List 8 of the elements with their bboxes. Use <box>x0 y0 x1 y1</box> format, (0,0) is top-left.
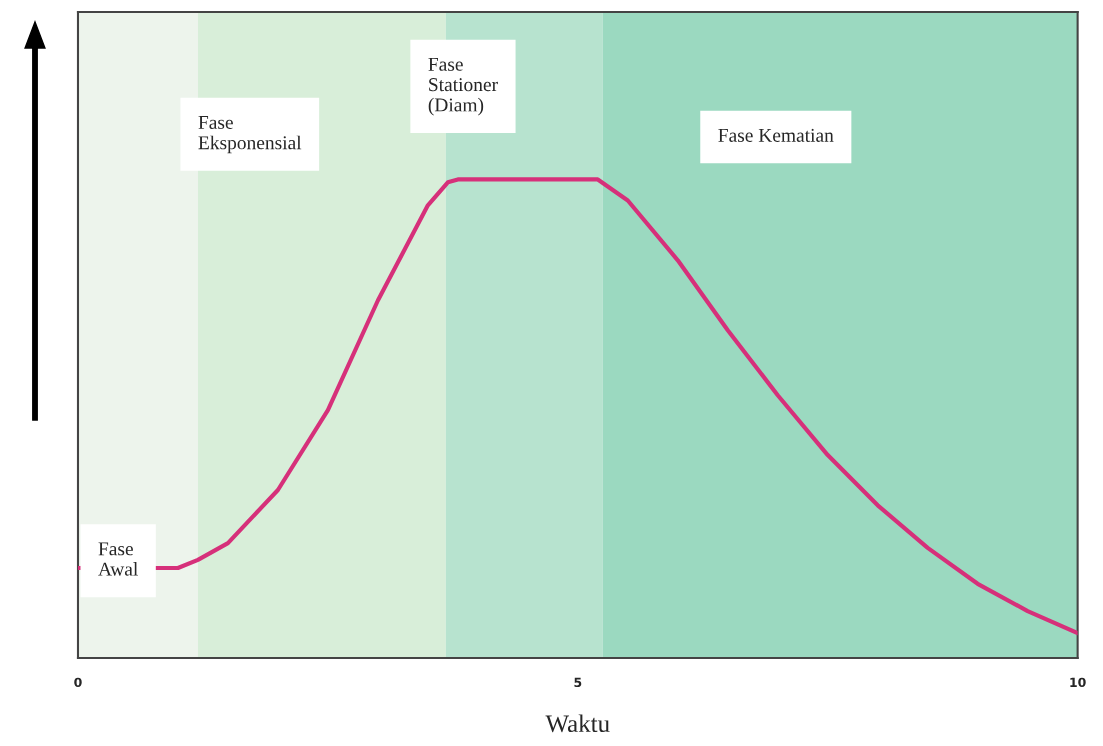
band-label: Fase Awal <box>98 542 138 576</box>
x-tick-label: 10 <box>1070 677 1086 688</box>
x-axis-title: Waktu <box>545 714 610 733</box>
band-label: Fase Stationer (Diam) <box>428 57 498 116</box>
band-label: Fase Kematian <box>718 128 834 142</box>
x-tick-label: 5 <box>574 677 582 688</box>
x-tick-label: 0 <box>74 677 82 688</box>
band-label: Fase Eksponensial <box>198 116 302 154</box>
